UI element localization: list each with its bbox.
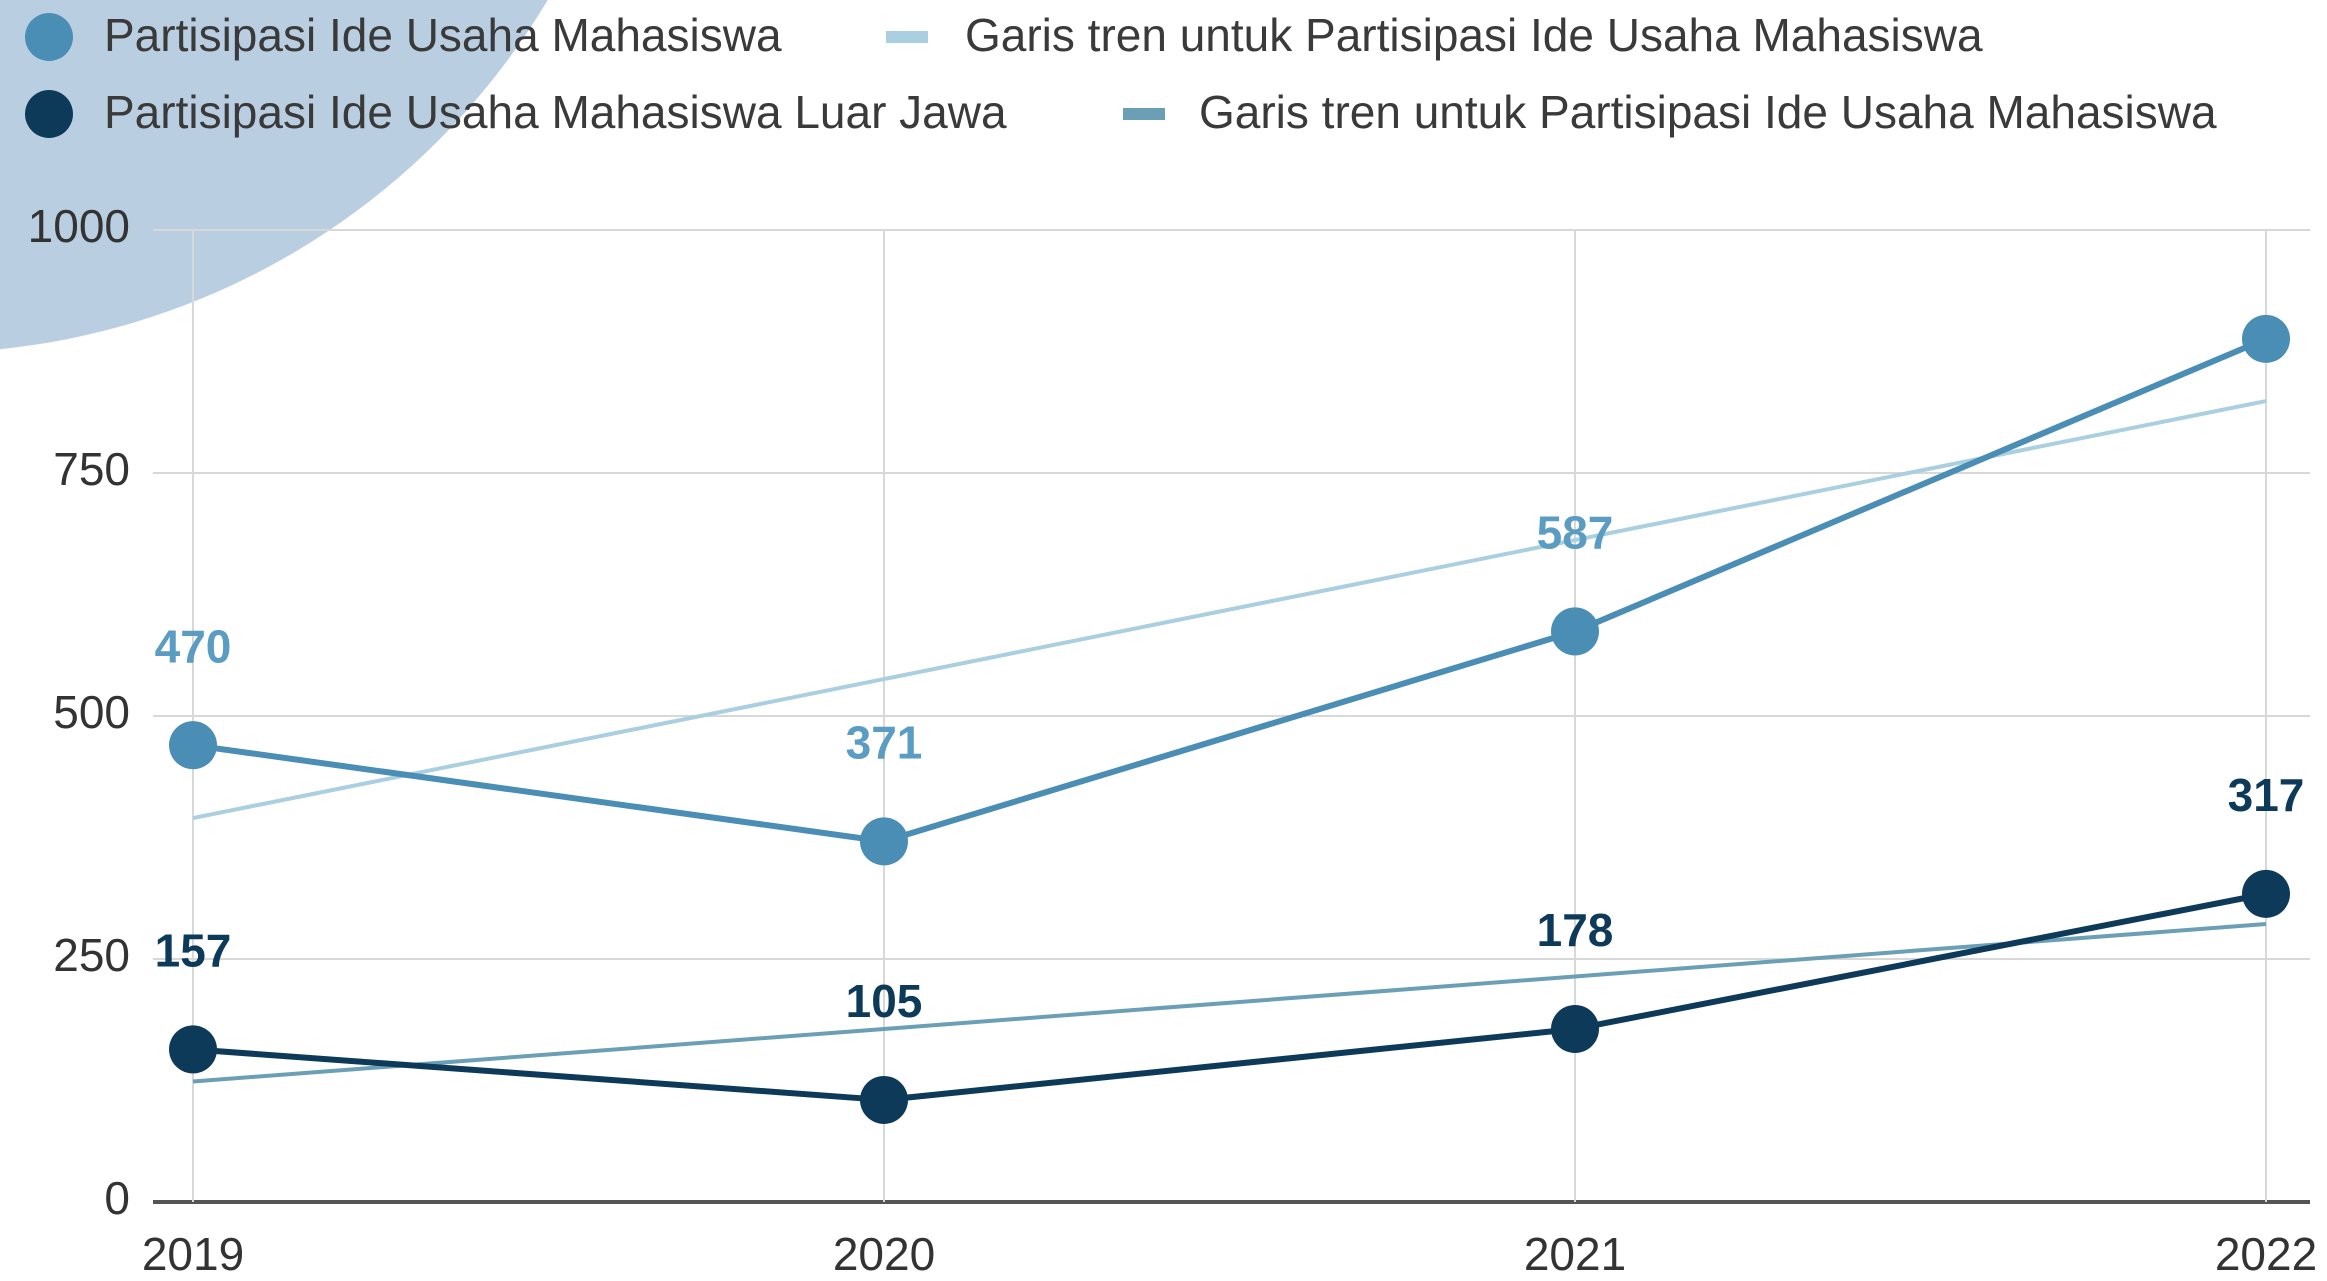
data-point: [1551, 607, 1599, 656]
y-tick-label: 1000: [28, 200, 130, 252]
decorative-circle: [0, 0, 548, 349]
data-point: [169, 1025, 217, 1074]
legend-label: Garis tren untuk Partisipasi Ide Usaha M…: [1199, 86, 2217, 138]
data-point: [860, 817, 908, 866]
legend-label: Partisipasi Ide Usaha Mahasiswa: [104, 9, 782, 61]
x-tick-label: 2020: [833, 1228, 935, 1280]
value-label: 105: [846, 975, 923, 1027]
y-tick-label: 0: [104, 1172, 130, 1224]
y-tick-label: 750: [53, 443, 130, 495]
legend-label: Garis tren untuk Partisipasi Ide Usaha M…: [965, 9, 1983, 61]
data-point: [860, 1075, 908, 1124]
value-label: 371: [846, 717, 923, 769]
x-tick-label: 2022: [2215, 1228, 2317, 1280]
x-tick-label: 2019: [142, 1228, 244, 1280]
data-point: [2242, 869, 2290, 918]
data-point: [2242, 314, 2290, 363]
grid: 0 250 500 750 1000 2019 2020 2021 2022: [28, 200, 2318, 1280]
value-label: 317: [2228, 769, 2305, 821]
data-point: [1551, 1004, 1599, 1053]
legend-marker: [25, 90, 73, 138]
data-line: [192, 336, 2268, 845]
x-tick-label: 2021: [1524, 1228, 1626, 1280]
data-line: [192, 890, 2267, 1103]
value-label: 178: [1537, 904, 1614, 956]
data-point: [169, 721, 217, 770]
legend-marker: [25, 13, 73, 61]
value-label: 587: [1537, 507, 1614, 559]
trend-line: [192, 922, 2267, 1084]
y-tick-label: 500: [53, 686, 130, 738]
legend-label: Partisipasi Ide Usaha Mahasiswa Luar Jaw…: [104, 86, 1007, 138]
plot: 470 371 587 157 105 178 317: [155, 314, 2305, 1124]
value-label: 470: [155, 620, 232, 672]
y-tick-label: 250: [53, 929, 130, 981]
value-label: 157: [155, 925, 232, 977]
trend-line: [192, 399, 2267, 821]
legend: Partisipasi Ide Usaha Mahasiswa Garis tre…: [25, 9, 2217, 138]
